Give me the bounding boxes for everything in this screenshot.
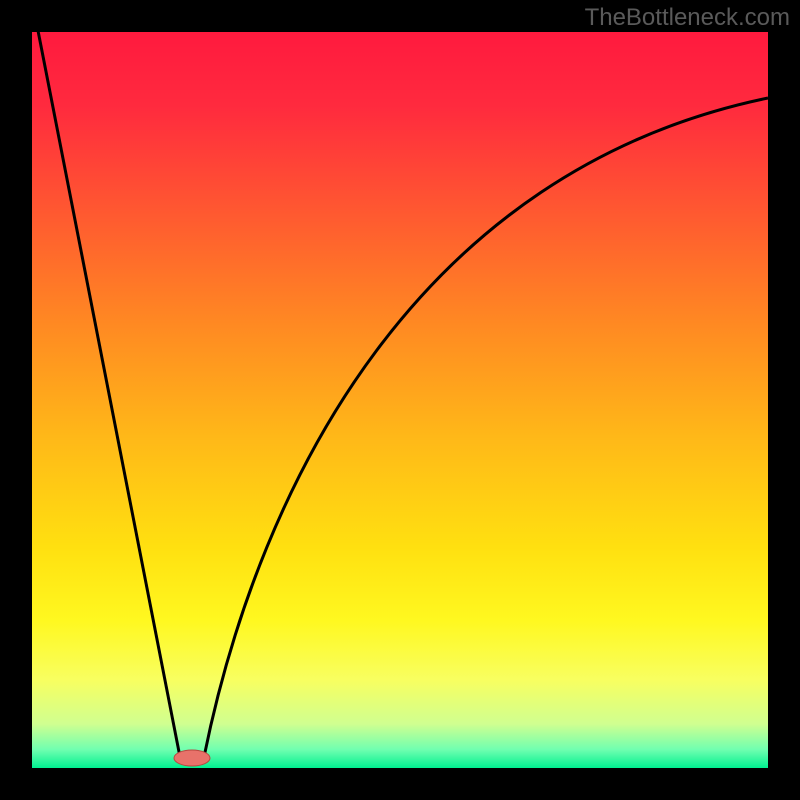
plot-background [32, 32, 768, 768]
frame-right [768, 0, 800, 800]
frame-bottom [0, 768, 800, 800]
chart-svg [0, 0, 800, 800]
frame-left [0, 0, 32, 800]
minimum-marker [174, 750, 210, 766]
watermark-text: TheBottleneck.com [585, 4, 790, 32]
chart-container: TheBottleneck.com [0, 0, 800, 800]
